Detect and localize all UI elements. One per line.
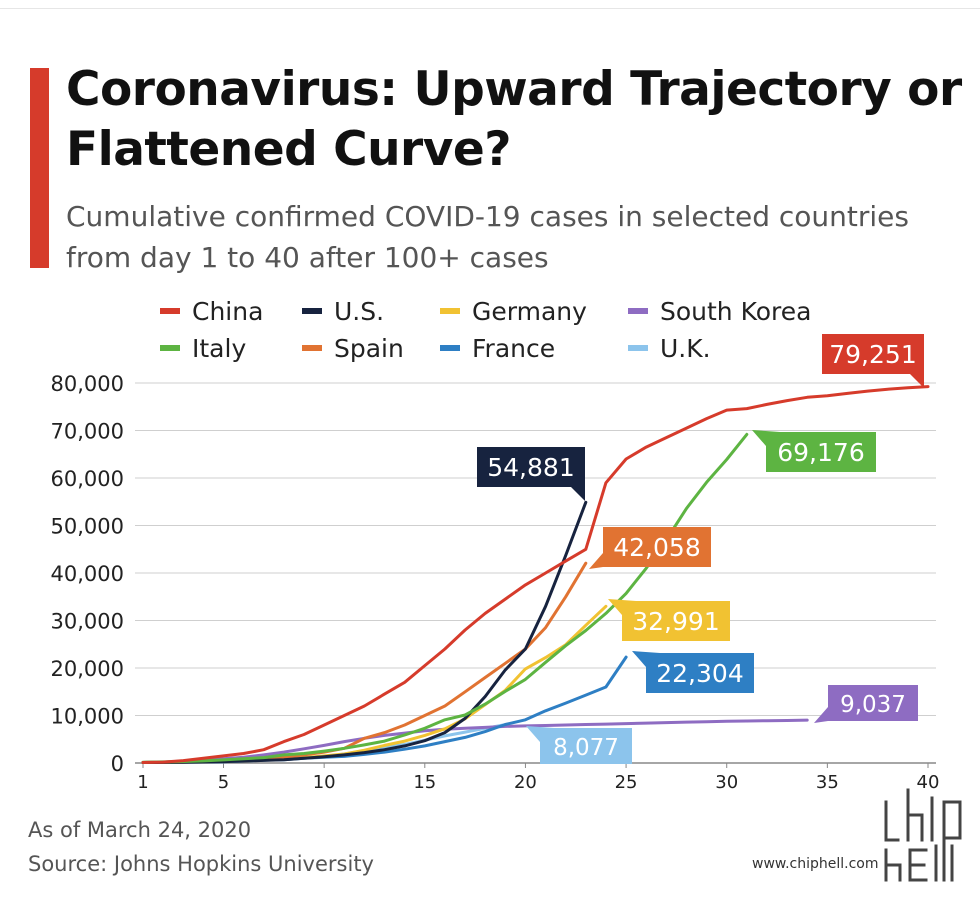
end-label-spain: 42,058 [589, 527, 711, 569]
y-tick-label: 0 [111, 752, 124, 776]
y-tick-label: 30,000 [51, 610, 124, 634]
y-tick-label: 60,000 [51, 467, 124, 491]
legend-swatch [302, 308, 322, 314]
y-tick-label: 70,000 [51, 420, 124, 444]
series-lines [141, 385, 930, 764]
svg-text:54,881: 54,881 [487, 453, 574, 482]
legend-label: China [192, 297, 263, 326]
series-line-germany [141, 604, 608, 764]
legend-swatch [628, 345, 648, 351]
y-tick-label: 20,000 [51, 657, 124, 681]
title-accent-bar [30, 68, 49, 268]
series-line-south-korea [141, 718, 809, 764]
source-note: Source: Johns Hopkins University [28, 852, 374, 876]
x-tick-label: 25 [615, 772, 638, 793]
watermark-url: www.chiphell.com [752, 856, 879, 872]
x-tick-label: 15 [413, 772, 436, 793]
legend-label: Germany [472, 297, 587, 326]
x-tick-label: 30 [715, 772, 738, 793]
end-label-france: 22,304 [632, 651, 754, 693]
y-axis: 0 10,000 20,000 30,000 40,000 50,000 60,000 70,… [51, 372, 124, 776]
series-line-u-s [141, 500, 588, 764]
end-label-south-korea: 9,037 [814, 685, 918, 723]
svg-text:22,304: 22,304 [656, 659, 743, 688]
y-tick-label: 40,000 [51, 562, 124, 586]
x-tick-label: 35 [816, 772, 839, 793]
series-line-italy [141, 432, 749, 764]
legend-label: France [472, 334, 555, 363]
legend-swatch [160, 308, 180, 314]
legend-swatch [160, 345, 180, 351]
svg-text:69,176: 69,176 [777, 438, 864, 467]
chart-subtitle: Cumulative confirmed COVID-19 cases in s… [66, 200, 909, 274]
x-tick-label: 5 [218, 772, 229, 793]
end-labels: 79,251 54,881 69,176 42,058 32,991 22,304 9,03… [477, 334, 924, 764]
top-divider [0, 8, 980, 9]
end-label-u-k: 8,077 [526, 726, 632, 764]
svg-text:32,991: 32,991 [632, 607, 719, 636]
legend-label: South Korea [660, 297, 811, 326]
svg-text:9,037: 9,037 [840, 692, 906, 718]
legend-swatch [302, 345, 322, 351]
x-tick-label: 20 [514, 772, 537, 793]
end-label-germany: 32,991 [608, 599, 730, 641]
y-tick-label: 50,000 [51, 515, 124, 539]
x-tick-label: 40 [917, 772, 940, 793]
chart-grid [135, 382, 936, 764]
legend-label: Spain [334, 334, 404, 363]
y-tick-label: 10,000 [51, 705, 124, 729]
end-label-italy: 69,176 [752, 430, 876, 472]
line-chart: China U.S. Germany South Korea Italy Spain Fra… [51, 297, 940, 793]
legend-swatch [440, 308, 460, 314]
y-tick-label: 80,000 [51, 372, 124, 396]
legend-swatch [440, 345, 460, 351]
chart-legend: China U.S. Germany South Korea Italy Spain Fra… [160, 297, 811, 363]
end-label-u-s: 54,881 [477, 447, 585, 501]
svg-text:8,077: 8,077 [553, 735, 619, 761]
x-tick-label: 1 [137, 772, 148, 793]
legend-label: U.K. [660, 334, 711, 363]
svg-text:79,251: 79,251 [829, 340, 916, 369]
x-axis: 1 5 10 15 20 25 30 35 40 [137, 763, 939, 793]
legend-label: U.S. [334, 297, 384, 326]
series-line-spain [141, 561, 588, 764]
chart-title: Coronavirus: Upward Trajectory or Flatte… [66, 62, 962, 177]
chiphell-logo [881, 785, 965, 885]
series-line-china [141, 385, 930, 764]
legend-label: Italy [192, 334, 246, 363]
svg-text:42,058: 42,058 [613, 533, 700, 562]
x-tick-label: 10 [313, 772, 336, 793]
as-of-note: As of March 24, 2020 [28, 818, 252, 842]
end-label-china: 79,251 [822, 334, 924, 388]
legend-swatch [628, 308, 648, 314]
